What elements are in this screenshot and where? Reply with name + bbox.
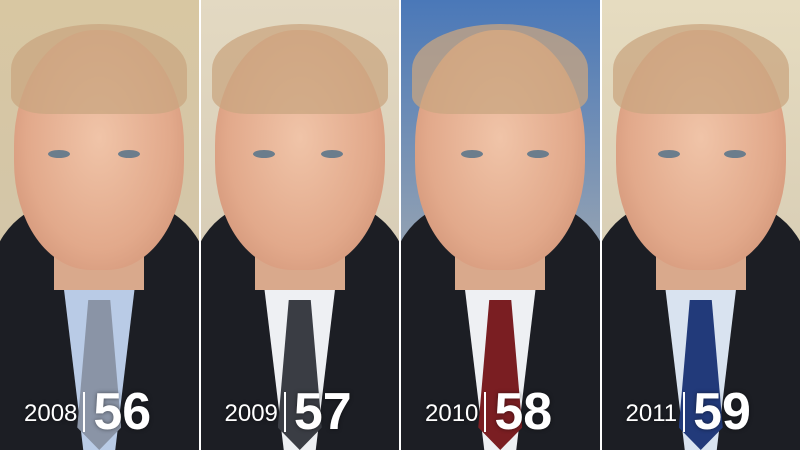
photo-panel-2011: 2011 59: [601, 0, 800, 450]
photo-panel-2009: 2009 57: [200, 0, 399, 450]
year: 2010: [425, 400, 479, 427]
divider: [83, 392, 86, 432]
year: 2008: [24, 400, 78, 427]
photo-panel-2008: 2008 56: [0, 0, 199, 450]
year-age-label: 2011 59: [625, 383, 751, 441]
divider: [283, 392, 286, 432]
year-age-label: 2008 56: [24, 383, 152, 441]
photo-panel-2010: 2010 58: [401, 0, 600, 450]
age: 59: [693, 383, 751, 441]
age: 57: [293, 383, 352, 441]
year: 2009: [224, 400, 278, 427]
divider: [484, 392, 487, 432]
year-age-label: 2009 57: [224, 383, 352, 441]
year: 2011: [625, 400, 678, 427]
age: 58: [494, 383, 553, 441]
year-age-label: 2010 58: [425, 383, 553, 441]
divider: [683, 392, 686, 432]
age: 56: [93, 383, 152, 441]
